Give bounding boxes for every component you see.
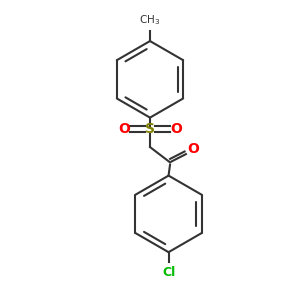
Text: O: O xyxy=(118,122,130,136)
Text: O: O xyxy=(187,142,199,156)
Text: O: O xyxy=(170,122,182,136)
Text: Cl: Cl xyxy=(162,266,175,279)
Text: CH$_3$: CH$_3$ xyxy=(140,14,160,27)
Text: S: S xyxy=(145,122,155,136)
